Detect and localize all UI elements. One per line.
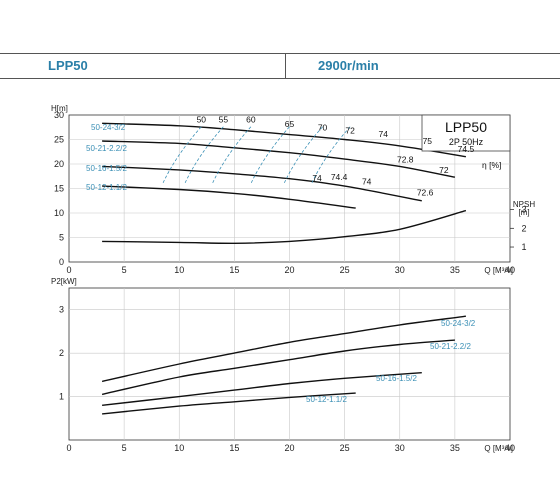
efficiency-label: 72 bbox=[345, 126, 355, 136]
y-tick-label: 0 bbox=[59, 257, 64, 267]
npsh-line bbox=[102, 209, 467, 245]
efficiency-label: 74 bbox=[312, 173, 322, 183]
series-label: 50-12-1.1/2 bbox=[86, 183, 127, 192]
y-tick-label: 30 bbox=[54, 110, 64, 120]
npsh-axis-label: NPSH bbox=[513, 200, 535, 209]
x-tick-label: 40 bbox=[505, 443, 515, 453]
y-tick-label: 1 bbox=[59, 392, 64, 402]
power-panel: 0 5 10 15 20 25 30 35 40 1 2 3 P2[kW] Q [M³/ч] 50-24-3… bbox=[51, 277, 515, 453]
x-axis-label: Q [M³/ч] bbox=[484, 266, 513, 275]
efficiency-label: 60 bbox=[246, 114, 256, 124]
series-line bbox=[101, 315, 466, 383]
x-tick-label: 25 bbox=[340, 443, 350, 453]
series-line bbox=[102, 122, 467, 158]
efficiency-label: 65 bbox=[285, 119, 295, 129]
iso-efficiency-line bbox=[184, 126, 224, 184]
x-tick-label: 10 bbox=[174, 443, 184, 453]
y-tick-label: 25 bbox=[54, 135, 64, 145]
x-tick-label: 0 bbox=[66, 265, 71, 275]
series-label: 50-21-2.2/2 bbox=[430, 342, 471, 351]
chart-title: LPP50 bbox=[445, 119, 487, 135]
x-axis-label: Q [M³/ч] bbox=[484, 444, 513, 453]
x-tick-label: 40 bbox=[505, 265, 515, 275]
npsh-unit-label: [m] bbox=[518, 208, 529, 217]
series-label: 50-24-3/2 bbox=[91, 123, 126, 132]
speed-label: 2900r/min bbox=[318, 58, 379, 73]
header-bar: LPP50 2900r/min bbox=[0, 53, 560, 79]
header-divider bbox=[285, 54, 286, 78]
x-tick-label: 15 bbox=[229, 443, 239, 453]
efficiency-label: 72.8 bbox=[397, 155, 414, 165]
series-label: 50-21-2.2/2 bbox=[86, 144, 127, 153]
x-tick-label: 10 bbox=[174, 265, 184, 275]
x-tick-label: 35 bbox=[450, 443, 460, 453]
y-tick-label: 15 bbox=[54, 184, 64, 194]
legend-box bbox=[421, 114, 511, 152]
efficiency-label: 74 bbox=[362, 177, 372, 187]
series-line bbox=[101, 339, 455, 396]
series-label: 50-24-3/2 bbox=[441, 319, 476, 328]
y-tick-label: 20 bbox=[54, 159, 64, 169]
efficiency-label: 74 bbox=[378, 129, 388, 139]
npsh-tick-label: 1 bbox=[521, 242, 526, 252]
series-label: 50-16-1.5/2 bbox=[86, 164, 127, 173]
efficiency-label: 50 bbox=[197, 114, 207, 124]
x-tick-label: 30 bbox=[395, 443, 405, 453]
series-line bbox=[102, 372, 422, 406]
x-tick-label: 35 bbox=[450, 265, 460, 275]
iso-efficiency-line bbox=[250, 126, 290, 184]
x-tick-label: 30 bbox=[395, 265, 405, 275]
efficiency-label: 70 bbox=[318, 123, 328, 133]
x-tick-label: 5 bbox=[122, 443, 127, 453]
efficiency-label: 72.6 bbox=[417, 187, 434, 197]
efficiency-label: 72 bbox=[439, 165, 449, 175]
series-label: 50-16-1.5/2 bbox=[376, 374, 417, 383]
series-label: 50-12-1.1/2 bbox=[306, 395, 347, 404]
x-tick-label: 5 bbox=[122, 265, 127, 275]
efficiency-label: 55 bbox=[219, 114, 229, 124]
series-line bbox=[102, 392, 356, 415]
series-line bbox=[102, 185, 356, 209]
iso-efficiency-line bbox=[211, 126, 252, 184]
model-name: LPP50 bbox=[48, 58, 88, 73]
npsh-tick-label: 3 bbox=[521, 205, 526, 215]
iso-efficiency-line bbox=[311, 126, 351, 184]
y-axis-label: H[m] bbox=[51, 104, 68, 113]
y-tick-label: 2 bbox=[59, 348, 64, 358]
chart-subtitle: 2P 50Hz bbox=[449, 137, 484, 147]
x-tick-label: 15 bbox=[229, 265, 239, 275]
y-axis-label: P2[kW] bbox=[51, 277, 77, 286]
x-tick-label: 20 bbox=[284, 443, 294, 453]
series-line bbox=[102, 140, 456, 178]
efficiency-label: 74.4 bbox=[331, 172, 348, 182]
iso-efficiency-line bbox=[162, 126, 202, 184]
x-tick-label: 20 bbox=[284, 265, 294, 275]
x-tick-label: 25 bbox=[340, 265, 350, 275]
y-tick-label: 5 bbox=[59, 233, 64, 243]
efficiency-label: 74.5 bbox=[458, 144, 475, 154]
efficiency-axis-label: η [%] bbox=[482, 160, 501, 170]
x-tick-label: 0 bbox=[66, 443, 71, 453]
iso-efficiency-line bbox=[283, 126, 323, 184]
y-tick-label: 10 bbox=[54, 208, 64, 218]
efficiency-label: 75 bbox=[423, 136, 433, 146]
series-line bbox=[102, 165, 422, 202]
npsh-tick-label: 2 bbox=[521, 223, 526, 233]
y-tick-label: 3 bbox=[59, 305, 64, 315]
